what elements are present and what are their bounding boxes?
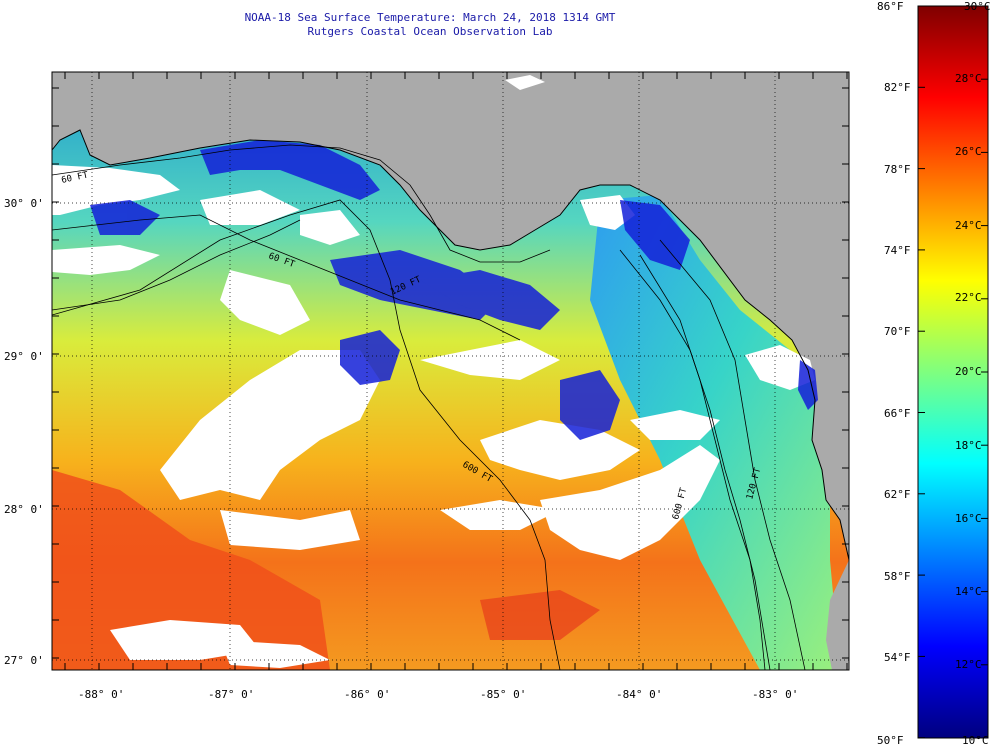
color-scale-ticks bbox=[918, 5, 988, 739]
lat-label: 27° 0' bbox=[4, 654, 44, 667]
map-image-layer bbox=[52, 72, 849, 670]
fahrenheit-scale: 86°F 82°F 78°F 74°F 70°F 66°F 62°F 58°F … bbox=[877, 0, 911, 747]
lon-label: -86° 0' bbox=[344, 688, 390, 701]
celsius-label: 28°C bbox=[955, 72, 982, 85]
land-mass-southeast bbox=[826, 560, 849, 670]
celsius-scale: 30°C 28°C 26°C 24°C 22°C 20°C 18°C 16°C … bbox=[955, 0, 991, 747]
latitude-labels: 30° 0' 29° 0' 28° 0' 27° 0' bbox=[4, 197, 44, 667]
isobath-lines bbox=[52, 144, 806, 670]
celsius-label: 24°C bbox=[955, 219, 982, 232]
map-frame bbox=[51, 71, 850, 671]
fahrenheit-label: 74°F bbox=[884, 244, 911, 257]
graticule bbox=[52, 72, 849, 670]
celsius-label: 30°C bbox=[964, 0, 991, 13]
celsius-label: 10°C bbox=[962, 734, 989, 747]
fahrenheit-label: 78°F bbox=[884, 163, 911, 176]
warm-water-patch bbox=[52, 470, 330, 670]
celsius-label: 26°C bbox=[955, 145, 982, 158]
east-shelf-water bbox=[590, 195, 840, 670]
map-title: NOAA-18 Sea Surface Temperature: March 2… bbox=[244, 11, 616, 24]
cloud-cover bbox=[52, 75, 815, 668]
lon-label: -85° 0' bbox=[480, 688, 526, 701]
fahrenheit-label: 86°F bbox=[877, 0, 904, 13]
celsius-label: 20°C bbox=[955, 365, 982, 378]
celsius-label: 22°C bbox=[955, 291, 982, 304]
axis-ticks bbox=[52, 72, 849, 670]
coastline bbox=[52, 129, 849, 561]
celsius-label: 14°C bbox=[955, 585, 982, 598]
fahrenheit-label: 50°F bbox=[877, 734, 904, 747]
warm-water-patch-2 bbox=[480, 590, 600, 640]
fahrenheit-label: 58°F bbox=[884, 570, 911, 583]
map-subtitle: Rutgers Coastal Ocean Observation Lab bbox=[307, 25, 553, 38]
lon-label: -87° 0' bbox=[208, 688, 254, 701]
lat-label: 28° 0' bbox=[4, 503, 44, 516]
lon-label: -83° 0' bbox=[752, 688, 798, 701]
celsius-label: 16°C bbox=[955, 512, 982, 525]
lon-label: -84° 0' bbox=[616, 688, 662, 701]
celsius-label: 12°C bbox=[955, 658, 982, 671]
land-mass bbox=[52, 72, 849, 560]
lat-label: 30° 0' bbox=[4, 197, 44, 210]
fahrenheit-label: 82°F bbox=[884, 81, 911, 94]
fahrenheit-label: 70°F bbox=[884, 325, 911, 338]
fahrenheit-label: 66°F bbox=[884, 407, 911, 420]
lon-label: -88° 0' bbox=[78, 688, 124, 701]
longitude-labels: -88° 0' -87° 0' -86° 0' -85° 0' -84° 0' … bbox=[78, 688, 798, 701]
lat-label: 29° 0' bbox=[4, 350, 44, 363]
fahrenheit-label: 62°F bbox=[884, 488, 911, 501]
color-scale-bar bbox=[917, 5, 989, 739]
celsius-label: 18°C bbox=[955, 439, 982, 452]
fahrenheit-label: 54°F bbox=[884, 651, 911, 664]
cold-water-bands bbox=[90, 140, 818, 440]
